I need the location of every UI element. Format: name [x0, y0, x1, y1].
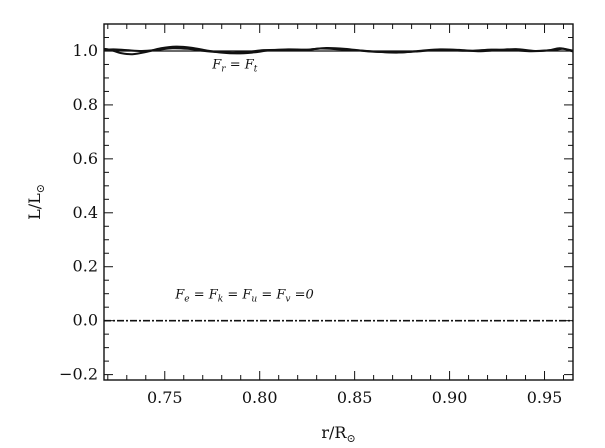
y-tick-label: 0.2 [73, 257, 98, 276]
y-tick-label: 1.0 [73, 41, 98, 60]
y-tick-label: −0.2 [59, 365, 98, 384]
y-axis-title-main: L/L [25, 193, 44, 220]
annotation-text: = F [230, 58, 255, 73]
y-tick-label: 0.0 [73, 311, 98, 330]
y-tick-label: 0.4 [73, 203, 98, 222]
x-tick-label: 0.80 [242, 388, 278, 407]
x-tick-label: 0.75 [147, 388, 183, 407]
annotation-text: = F [194, 288, 219, 303]
x-tick-label: 0.85 [337, 388, 373, 407]
y-axis-title-sub: ⊙ [34, 184, 47, 193]
y-tick-label: 0.8 [73, 95, 98, 114]
annotation-text: = F [261, 288, 286, 303]
annotation-text: F [174, 288, 185, 303]
annotation-layer: Fr = Ft Fe = Fk = Fu = Fv =0 [174, 58, 314, 305]
annotation-subscript: e [184, 295, 189, 305]
series-line-3 [103, 47, 574, 54]
annotation-text: = F [227, 288, 252, 303]
axis-ticks: 0.75 0.80 0.85 0.90 0.95 −0.2 0.0 0.2 0.4 0.6 0.8 1… [59, 23, 573, 407]
flux-annotation-1: Fr = Ft [211, 58, 258, 75]
y-axis-title: L/L⊙ [25, 184, 47, 220]
annotation-text: F [211, 58, 222, 73]
x-axis-title-main: r/R [321, 423, 347, 442]
plot-frame [103, 23, 574, 381]
x-axis-title-sub: ⊙ [346, 432, 355, 445]
annotation-subscript: r [221, 65, 226, 75]
annotation-subscript: u [251, 295, 257, 305]
annotation-text: =0 [295, 288, 314, 303]
series-layer [103, 45, 574, 322]
annotation-subscript: v [285, 295, 290, 305]
x-tick-label: 0.95 [527, 388, 563, 407]
y-tick-label: 0.6 [73, 149, 98, 168]
annotation-subscript: k [218, 295, 223, 305]
annotation-subscript: t [254, 65, 258, 75]
flux-annotation-2: Fe = Fk = Fu = Fv =0 [174, 288, 314, 305]
x-tick-label: 0.90 [432, 388, 468, 407]
x-axis-title: r/R⊙ [321, 423, 355, 445]
